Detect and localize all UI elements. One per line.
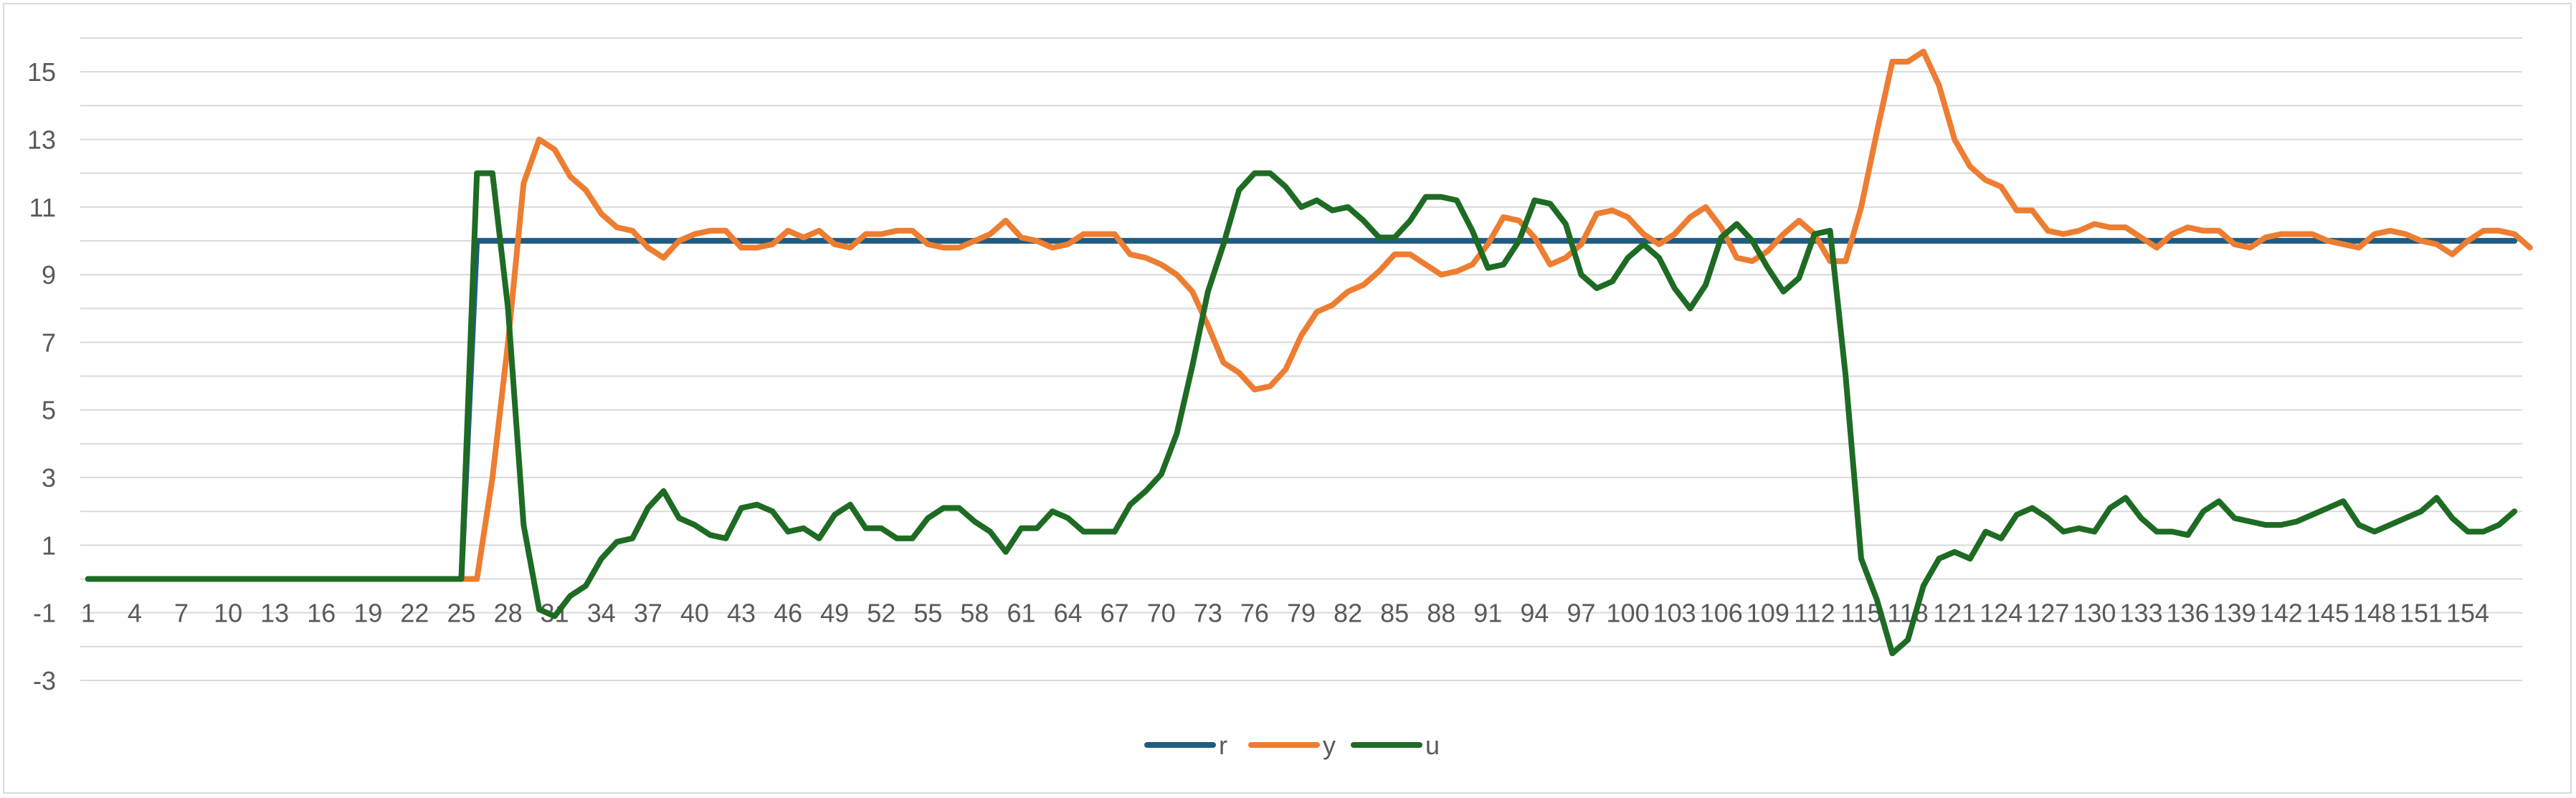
x-tick-label: 1 [81,599,95,628]
x-tick-label: 133 [2119,599,2162,628]
x-tick-label: 154 [2446,599,2489,628]
legend-label-r: r [1219,731,1227,760]
x-tick-label: 37 [634,599,662,628]
x-tick-label: 148 [2353,599,2396,628]
series-lines [85,48,2533,657]
x-tick-label: 139 [2213,599,2256,628]
series-line-y [85,48,2533,582]
x-tick-label: 76 [1240,599,1269,628]
x-tick-label: 94 [1520,599,1549,628]
x-tick-label: 82 [1334,599,1362,628]
x-tick-label: 79 [1287,599,1316,628]
series-line-r [85,237,2518,582]
x-tick-label: 10 [214,599,242,628]
x-tick-label: 40 [680,599,709,628]
x-tick-label: 124 [1979,599,2023,628]
series-line-u [85,170,2518,657]
x-tick-label: 61 [1007,599,1035,628]
y-tick-label: 15 [27,57,56,87]
x-tick-label: 100 [1607,599,1650,628]
x-tick-label: 16 [307,599,336,628]
x-tick-label: 112 [1794,599,1835,628]
x-tick-label: 109 [1746,599,1790,628]
x-tick-label: 142 [2260,599,2303,628]
legend-label-u: u [1425,731,1440,760]
x-tick-label: 67 [1101,599,1129,628]
x-tick-label: 19 [353,599,382,628]
x-tick-label: 55 [913,599,942,628]
x-tick-label: 58 [960,599,989,628]
y-tick-label: 11 [29,193,56,222]
x-tick-label: 127 [2026,599,2069,628]
x-tick-label: 145 [2306,599,2349,628]
x-tick-label: 52 [867,599,895,628]
x-tick-label: 34 [587,599,616,628]
y-tick-label: 9 [42,260,56,290]
x-tick-label: 121 [1933,599,1976,628]
x-tick-label: 7 [174,599,189,628]
x-tick-label: 118 [1887,599,1928,628]
x-tick-label: 70 [1147,599,1176,628]
x-tick-label: 25 [447,599,475,628]
x-tick-label: 91 [1473,599,1502,628]
x-tick-label: 49 [820,599,849,628]
x-tick-label: 22 [400,599,429,628]
x-tick-label: 85 [1380,599,1409,628]
x-tick-label: 73 [1194,599,1222,628]
y-tick-label: 13 [27,125,56,154]
x-tick-label: 4 [128,599,142,628]
y-tick-label: 3 [42,463,56,493]
x-tick-label: 136 [2167,599,2210,628]
x-tick-label: 106 [1700,599,1743,628]
x-tick-label: 64 [1054,599,1083,628]
y-tick-label: 5 [42,396,56,425]
gridlines [80,37,2522,681]
y-axis-tick-labels: 15 13 11 9 7 5 3 1 -1 -3 [27,57,56,695]
y-tick-label: 1 [42,531,56,560]
x-tick-label: 46 [774,599,802,628]
x-axis-tick-labels: 1 4 7 10 13 16 19 22 25 28 31 34 37 40 43 46 49 52 55 58 61 6… [81,599,2489,628]
chart-frame [3,3,2572,794]
x-tick-label: 97 [1567,599,1595,628]
x-tick-label: 43 [727,599,756,628]
y-tick-label: 7 [42,328,56,357]
x-tick-label: 103 [1653,599,1696,628]
y-tick-label: -3 [33,666,56,695]
x-tick-label: 115 [1840,599,1881,628]
x-tick-label: 88 [1427,599,1455,628]
x-tick-label: 151 [2400,599,2443,628]
x-tick-label: 130 [2073,599,2116,628]
x-tick-label: 28 [494,599,523,628]
y-tick-label: -1 [33,599,56,628]
legend-label-y: y [1323,731,1336,760]
x-tick-label: 13 [260,599,289,628]
